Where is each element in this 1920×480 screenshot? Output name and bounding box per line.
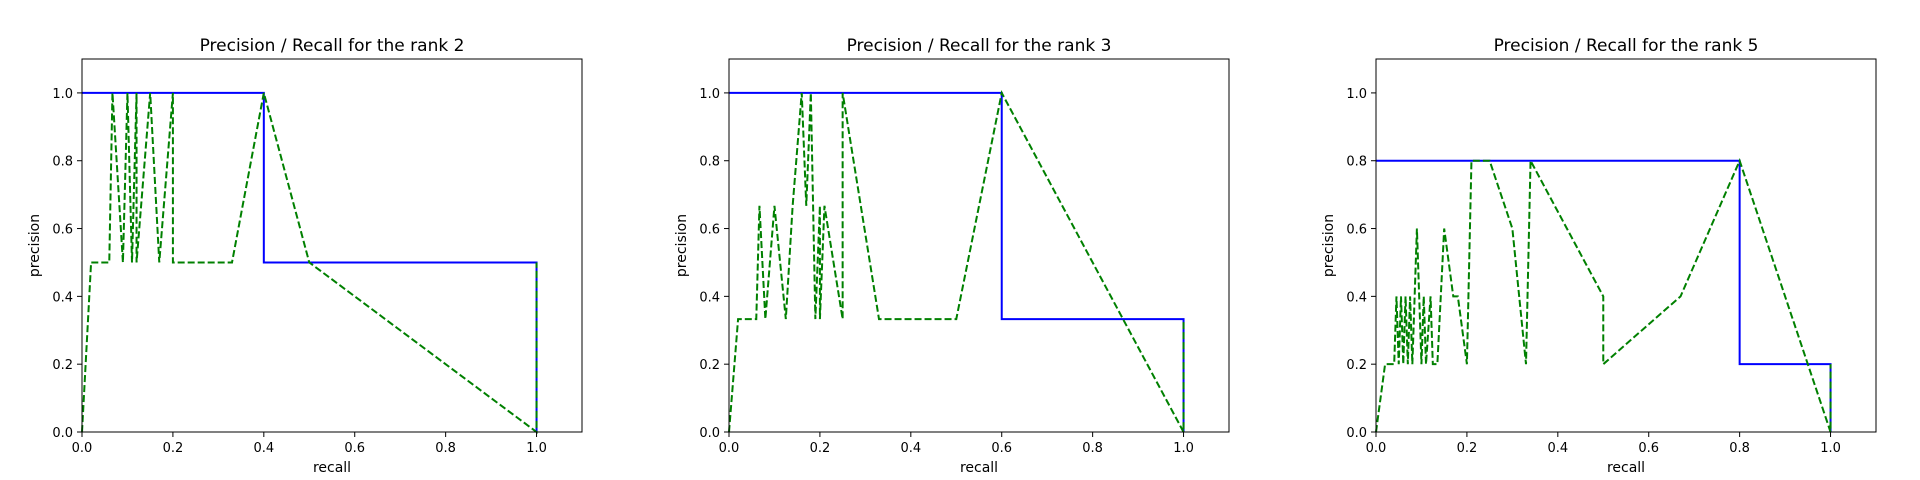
chart-panel-3: 0.0 0.2 0.4 0.6 0.8 1.0 0.0 0.2 0.4 0.6 0.8 1.0 Prec… <box>1321 36 1877 476</box>
plot-frame <box>1375 58 1877 433</box>
series-line-2 <box>81 92 538 434</box>
chart-panel-1: 0.0 0.2 0.4 0.6 0.8 1.0 0.0 0.2 0.4 0.6 0.8 1.0 Prec… <box>27 36 583 476</box>
y-tick-label: 0.8 <box>52 155 73 170</box>
chart-title: Precision / Recall for the rank 3 <box>847 36 1112 56</box>
chart-title: Precision / Recall for the rank 2 <box>200 36 465 56</box>
y-tick-label: 0.2 <box>52 358 73 373</box>
y-tick-label: 0.2 <box>699 358 720 373</box>
x-tick-label: 0.6 <box>991 441 1012 456</box>
y-tick-label: 0.8 <box>1346 155 1367 170</box>
y-tick-label: 0.6 <box>52 223 73 238</box>
y-axis-label: precision <box>1321 214 1337 277</box>
x-tick-label: 0.0 <box>1366 441 1387 456</box>
y-tick-label: 0.4 <box>52 290 73 305</box>
x-tick-label: 1.0 <box>1820 441 1841 456</box>
x-tick-label: 1.0 <box>526 441 547 456</box>
series-line-1 <box>82 91 538 432</box>
x-axis-label: recall <box>1607 460 1645 476</box>
x-tick-label: 1.0 <box>1173 441 1194 456</box>
y-tick-label: 0.6 <box>699 223 720 238</box>
series-line-2 <box>1375 156 1832 433</box>
x-tick-label: 0.0 <box>72 441 93 456</box>
y-tick-label: 1.0 <box>1346 87 1367 102</box>
y-tick-label: 0.0 <box>699 426 720 441</box>
y-tick-label: 0.0 <box>52 426 73 441</box>
x-tick-label: 0.2 <box>163 441 184 456</box>
x-tick-label: 0.8 <box>1729 441 1750 456</box>
series-line-2 <box>728 89 1185 433</box>
plot-frame <box>728 58 1230 433</box>
y-tick-label: 0.4 <box>1346 290 1367 305</box>
x-tick-label: 0.8 <box>1082 441 1103 456</box>
y-tick-label: 0.0 <box>1346 426 1367 441</box>
x-tick-label: 0.4 <box>253 441 274 456</box>
y-axis-label: precision <box>27 214 43 277</box>
y-tick-label: 1.0 <box>699 87 720 102</box>
x-tick-label: 0.2 <box>810 441 831 456</box>
y-axis-label: precision <box>674 214 690 277</box>
x-tick-label: 0.2 <box>1457 441 1478 456</box>
y-tick-label: 0.8 <box>699 155 720 170</box>
chart-title: Precision / Recall for the rank 5 <box>1494 36 1759 56</box>
x-axis-label: recall <box>960 460 998 476</box>
plot-frame <box>81 58 583 433</box>
y-tick-label: 1.0 <box>52 87 73 102</box>
x-tick-label: 0.6 <box>1638 441 1659 456</box>
y-tick-label: 0.4 <box>699 290 720 305</box>
y-tick-label: 0.2 <box>1346 358 1367 373</box>
x-tick-label: 0.0 <box>719 441 740 456</box>
y-tick-label: 0.6 <box>1346 223 1367 238</box>
x-axis-label: recall <box>313 460 351 476</box>
x-tick-label: 0.6 <box>344 441 365 456</box>
x-tick-label: 0.4 <box>1547 441 1568 456</box>
x-tick-label: 0.4 <box>900 441 921 456</box>
chart-panel-2: 0.0 0.2 0.4 0.6 0.8 1.0 0.0 0.2 0.4 0.6 0.8 1.0 Prec… <box>674 36 1230 476</box>
x-tick-label: 0.8 <box>435 441 456 456</box>
